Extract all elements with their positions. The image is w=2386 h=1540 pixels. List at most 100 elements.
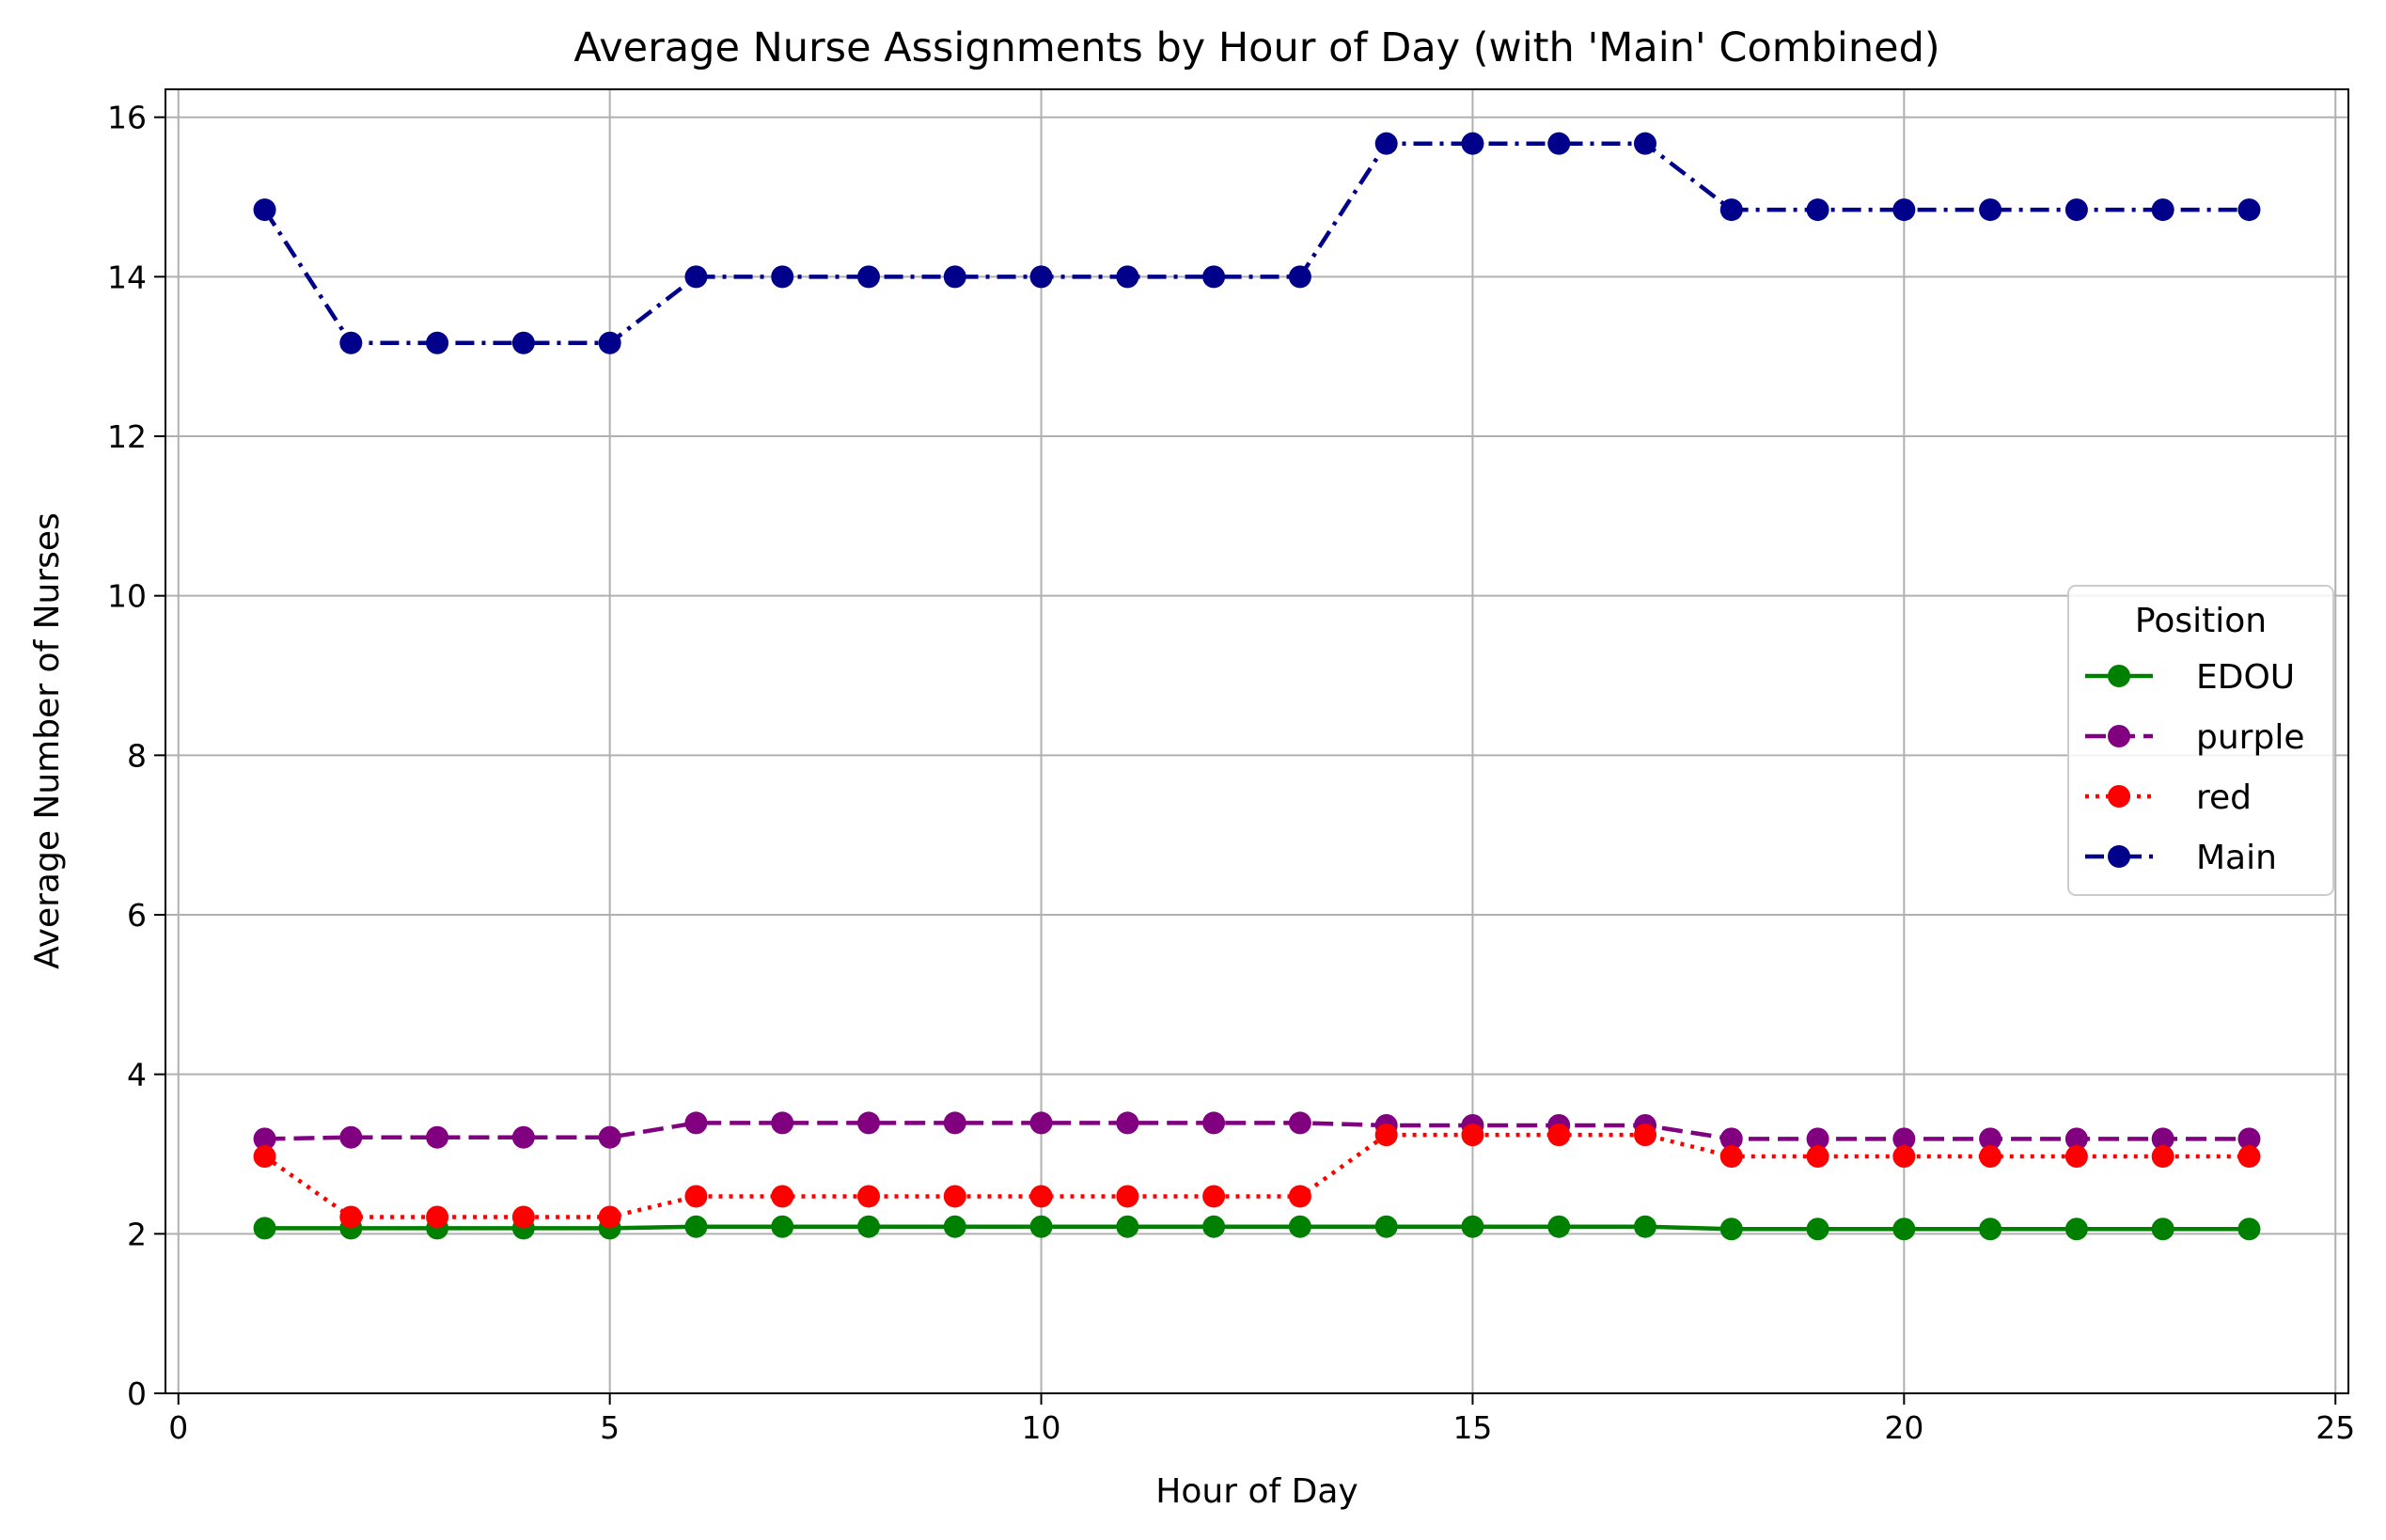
data-point (253, 198, 276, 222)
data-point (426, 331, 449, 354)
data-point (2064, 1127, 2088, 1151)
y-tick-label: 0 (127, 1375, 147, 1412)
y-tick-label: 4 (127, 1057, 147, 1093)
data-point (1116, 1215, 1139, 1238)
data-point (1634, 132, 1657, 155)
legend-label: red (2196, 778, 2252, 817)
series-line-main (262, 141, 2250, 346)
legend-marker (2108, 725, 2130, 747)
x-tick-label: 25 (2315, 1409, 2355, 1446)
data-point (1892, 198, 1916, 222)
data-point (684, 1185, 708, 1208)
data-point (1288, 1185, 1311, 1208)
data-point (943, 265, 966, 289)
data-point (2064, 198, 2088, 222)
data-point (598, 1205, 621, 1229)
data-point (2237, 1145, 2261, 1169)
data-point (598, 331, 621, 354)
data-point (253, 1127, 276, 1151)
data-point (771, 1215, 794, 1238)
series-line-edou (264, 1224, 2250, 1232)
data-point (1116, 1185, 1139, 1208)
data-point (1461, 1215, 1484, 1238)
data-point (1979, 1218, 2002, 1241)
y-tick-label: 2 (127, 1216, 147, 1252)
data-point (2151, 1145, 2174, 1169)
x-tick-label: 20 (1884, 1409, 1923, 1446)
series-main (253, 132, 2261, 354)
legend-box (2067, 585, 2334, 896)
data-point (1547, 1215, 1571, 1238)
data-point (511, 331, 535, 354)
data-point (1461, 132, 1484, 155)
series-line-red (263, 1132, 2250, 1219)
data-point (1374, 1215, 1398, 1238)
data-point (1806, 198, 1829, 222)
data-point (771, 265, 794, 289)
legend: Position EDOU purple red Main (2067, 585, 2334, 896)
data-point (1202, 265, 1226, 289)
legend-marker (2108, 845, 2130, 868)
data-point (1719, 1127, 1743, 1151)
data-point (1202, 1215, 1226, 1238)
data-point (2237, 1127, 2261, 1151)
data-point (856, 1111, 880, 1135)
data-point (1979, 1145, 2002, 1169)
data-point (1806, 1218, 1829, 1241)
data-point (1719, 1218, 1743, 1241)
data-point (1029, 265, 1053, 289)
data-point (1806, 1127, 1829, 1151)
data-point (2151, 198, 2174, 222)
data-point (943, 1185, 966, 1208)
legend-entry-main: Main (2085, 839, 2277, 877)
y-tick-label: 14 (107, 259, 147, 295)
data-point (339, 1205, 363, 1229)
data-point (2237, 198, 2261, 222)
data-point (1374, 1124, 1398, 1147)
data-point (1634, 1124, 1657, 1147)
data-point (1719, 198, 1743, 222)
y-tick-label: 6 (127, 897, 147, 934)
series-layer (253, 132, 2261, 1241)
data-point (1892, 1127, 1916, 1151)
x-tick-label: 5 (600, 1409, 620, 1446)
y-tick-label: 8 (127, 737, 147, 774)
legend-entry-red: red (2085, 778, 2252, 817)
data-point (856, 1185, 880, 1208)
data-point (426, 1125, 449, 1149)
data-point (943, 1215, 966, 1238)
data-point (2064, 1218, 2088, 1241)
data-point (1288, 1215, 1311, 1238)
data-point (1374, 132, 1398, 155)
data-point (2151, 1127, 2174, 1151)
x-tick-label: 10 (1022, 1409, 1061, 1446)
legend-entry-edou: EDOU (2085, 658, 2295, 697)
series-red (253, 1124, 2261, 1229)
data-point (511, 1205, 535, 1229)
data-point (2151, 1218, 2174, 1241)
data-point (1547, 1124, 1571, 1147)
legend-label: purple (2196, 718, 2304, 757)
y-tick-label: 12 (107, 418, 147, 455)
data-point (511, 1125, 535, 1149)
data-point (1029, 1185, 1053, 1208)
y-axis-label: Average Number of Nurses (28, 512, 67, 969)
data-point (339, 331, 363, 354)
data-point (1979, 1127, 2002, 1151)
series-line-purple (264, 1121, 2250, 1141)
data-point (598, 1125, 621, 1149)
data-point (1116, 1111, 1139, 1135)
data-point (253, 1145, 276, 1169)
data-point (1029, 1215, 1053, 1238)
legend-label: EDOU (2196, 658, 2295, 697)
data-point (771, 1185, 794, 1208)
data-point (684, 1215, 708, 1238)
ticks: 0 5 10 15 20 25 0 2 4 6 8 10 12 14 16 (107, 100, 2355, 1446)
data-point (1634, 1215, 1657, 1238)
data-point (1461, 1124, 1484, 1147)
legend-marker (2108, 785, 2130, 808)
data-point (1029, 1111, 1053, 1135)
legend-title: Position (2135, 602, 2267, 640)
data-point (1806, 1145, 1829, 1169)
